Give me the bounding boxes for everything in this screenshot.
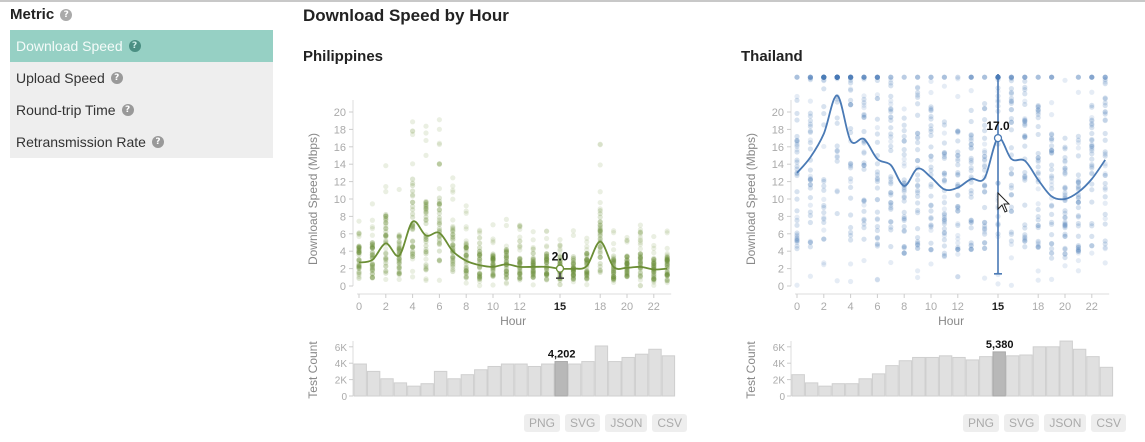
export-svg-button[interactable]: SVG [565,414,601,432]
histogram-bar[interactable] [420,383,434,397]
histogram-bar[interactable] [608,361,622,397]
y-tick-label: 20 [334,107,346,119]
export-svg-button[interactable]: SVG [1004,414,1040,432]
x-tick-label: 18 [594,301,606,313]
highlight-point[interactable] [555,264,565,273]
help-icon[interactable]: ? [110,72,123,84]
help-icon[interactable]: ? [128,40,141,52]
y-tick-label: 18 [334,124,346,136]
help-icon[interactable]: ? [60,9,73,21]
metric-item-retransmission-rate[interactable]: Retransmission Rate ? [10,126,273,158]
page-title: Download Speed by Hour [303,6,509,25]
metric-heading: Metric ? [10,4,273,26]
y-tick-label: 16 [334,142,346,154]
test-count-histogram: 0 2K 4K 6K Test Count 4,202 [306,341,676,403]
metric-item-label: Retransmission Rate [16,134,146,150]
metric-item-download-speed[interactable]: Download Speed ? [10,30,273,62]
philippines-export-buttons: PNG SVG JSON CSV [524,414,688,432]
chart-title-philippines: Philippines [303,48,384,65]
export-png-button[interactable]: PNG [524,414,561,432]
highlight-value: 2.0 [552,250,569,264]
histogram-bar[interactable] [407,385,421,397]
y-tick-label: 0 [340,281,346,293]
export-csv-button[interactable]: CSV [652,414,688,432]
metric-sidebar: Metric ? Download Speed ? Upload Speed ?… [10,4,273,158]
metric-title: Metric [10,6,55,23]
histogram-bar[interactable] [487,365,501,397]
y-tick-label: 8 [340,211,346,223]
x-tick-label: 20 [621,301,633,313]
histogram-bar[interactable] [634,353,649,397]
histogram-highlight-label: 4,202 [548,349,576,361]
histogram-bar[interactable] [366,370,381,397]
y-tick-label: 4 [340,246,346,258]
histogram-bar[interactable] [353,363,367,397]
help-icon[interactable]: ? [121,104,134,116]
x-tick-label: 2 [383,301,389,313]
histogram-bar[interactable] [541,363,555,397]
metric-item-label: Round-trip Time [16,102,116,118]
y-tick-label: 6 [340,229,346,241]
x-tick-label: 4 [410,301,416,313]
metric-item-label: Upload Speed [16,70,105,86]
histogram-bar[interactable] [648,348,662,397]
y-tick-label: 14 [334,159,346,171]
svg-text:2K: 2K [335,376,348,387]
top-divider [0,0,1145,2]
histogram-bar[interactable] [460,374,475,397]
y-tick-label: 2 [340,264,346,276]
histogram-bar[interactable] [393,382,408,397]
x-tick-label: 15 [554,301,566,313]
export-csv-button[interactable]: CSV [1091,414,1127,432]
histogram-bar[interactable] [594,345,609,397]
histogram-bar[interactable] [567,363,582,397]
x-tick-label: 0 [356,301,362,313]
histogram-bar[interactable] [380,378,394,397]
svg-text:4K: 4K [335,359,348,370]
scatter-plot [356,117,670,289]
x-tick-label: 8 [463,301,469,313]
y-axis-label: Download Speed (Mbps) [306,133,320,265]
chart-title-thailand: Thailand [741,48,803,65]
thailand-export-buttons: PNG SVG JSON CSV [963,414,1127,432]
svg-text:0: 0 [341,392,347,403]
export-json-button[interactable]: JSON [1044,414,1087,432]
metric-item-round-trip-time[interactable]: Round-trip Time ? [10,94,273,126]
histogram-bar[interactable] [447,378,461,397]
metric-menu: Download Speed ? Upload Speed ? Round-tr… [10,30,273,158]
y-tick-label: 10 [334,194,346,206]
histogram-bar[interactable] [433,370,448,397]
metric-item-label: Download Speed [16,38,123,54]
x-tick-label: 12 [514,301,526,313]
x-tick-label: 6 [436,301,442,313]
help-icon[interactable]: ? [151,136,164,148]
histogram-bar[interactable] [527,365,542,397]
histogram-bar[interactable] [581,361,595,397]
histogram-bar[interactable] [661,355,676,397]
histogram-bar[interactable] [621,356,635,397]
x-axis-label: Hour [500,314,526,328]
svg-text:6K: 6K [335,343,348,354]
metric-item-upload-speed[interactable]: Upload Speed ? [10,62,273,94]
export-png-button[interactable]: PNG [963,414,1000,432]
x-tick-label: 10 [487,301,499,313]
histogram-y-label: Test Count [306,341,320,399]
histogram-bar[interactable] [500,363,515,397]
export-json-button[interactable]: JSON [605,414,648,432]
y-tick-label: 12 [334,177,346,189]
x-tick-label: 22 [648,301,660,313]
histogram-bar[interactable] [474,369,488,397]
histogram-bar[interactable] [514,363,528,397]
histogram-bar[interactable] [554,361,568,397]
median-line [358,220,668,271]
